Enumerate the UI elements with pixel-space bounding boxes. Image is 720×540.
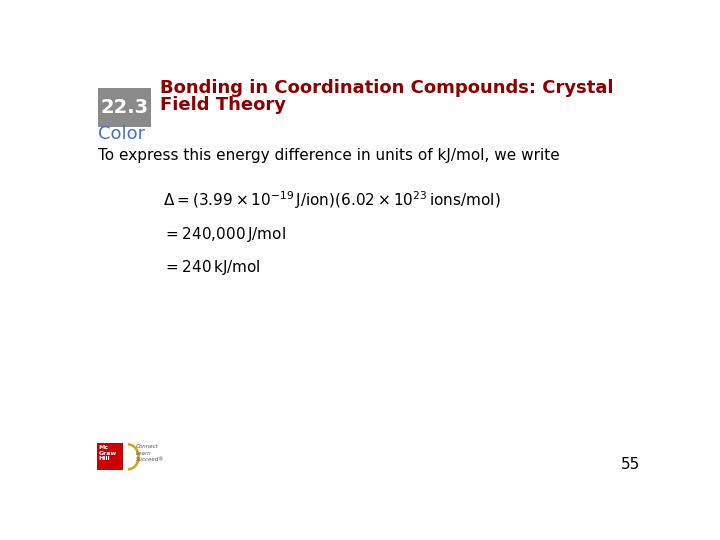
Text: $\Delta = (3.99 \times 10^{-19}\,\mathrm{J/ion})(6.02 \times 10^{23}\,\mathrm{io: $\Delta = (3.99 \times 10^{-19}\,\mathrm… — [163, 190, 500, 211]
Text: Color: Color — [98, 125, 145, 143]
Text: Bonding in Coordination Compounds: Crystal: Bonding in Coordination Compounds: Cryst… — [160, 79, 613, 97]
FancyBboxPatch shape — [96, 443, 124, 470]
Text: Field Theory: Field Theory — [160, 96, 286, 114]
FancyBboxPatch shape — [98, 87, 150, 127]
Text: To express this energy difference in units of kJ/mol, we write: To express this energy difference in uni… — [98, 148, 559, 163]
Text: $= 240\,\mathrm{kJ/mol}$: $= 240\,\mathrm{kJ/mol}$ — [163, 258, 261, 277]
Text: Mc
Graw
Hill: Mc Graw Hill — [99, 445, 117, 462]
Text: 55: 55 — [621, 457, 639, 472]
Text: Connect
Learn
Succeed®: Connect Learn Succeed® — [136, 444, 164, 462]
Text: 22.3: 22.3 — [100, 98, 148, 117]
Text: $= 240{,}000\,\mathrm{J/mol}$: $= 240{,}000\,\mathrm{J/mol}$ — [163, 225, 285, 244]
